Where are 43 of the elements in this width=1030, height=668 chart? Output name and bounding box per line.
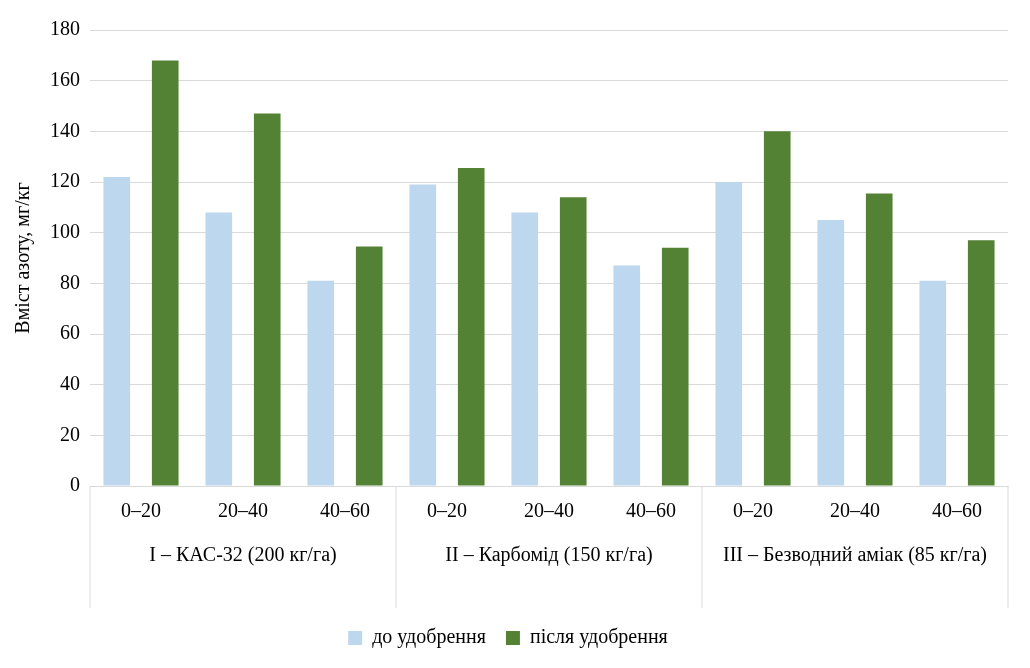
x-tick-label: 0–20	[733, 499, 773, 522]
bar	[103, 176, 131, 486]
y-tick-label: 180	[50, 17, 80, 40]
bar	[307, 280, 335, 486]
y-tick-label: 120	[50, 169, 80, 192]
bar	[967, 240, 995, 486]
bar	[457, 168, 485, 486]
y-axis-title: Вміст азоту, мг/кг	[11, 182, 35, 334]
y-tick-label: 60	[60, 321, 80, 344]
text: I – КАС-32 (200 кг/га)	[149, 543, 337, 567]
bar	[715, 182, 743, 486]
bar	[511, 212, 539, 486]
bar	[661, 247, 689, 486]
y-tick-label: 40	[60, 371, 80, 394]
bar	[919, 280, 947, 486]
y-tick-label: 160	[50, 67, 80, 90]
bar	[409, 184, 437, 486]
text: III – Безводний аміак (85 кг/га)	[722, 543, 988, 567]
x-tick-label: 40–60	[932, 499, 982, 522]
x-tick-label: 20–40	[524, 499, 574, 522]
bar	[151, 60, 179, 486]
text: II – Карбомід (150 кг/га)	[445, 543, 653, 567]
bar	[763, 131, 791, 486]
x-tick-label: 0–20	[427, 499, 467, 522]
x-tick-label: 0–20	[121, 499, 161, 522]
x-tick-label: 20–40	[830, 499, 880, 522]
y-tick-label: 100	[50, 219, 80, 242]
bar	[253, 113, 281, 486]
legend-label: після удобрення	[529, 625, 668, 649]
bar	[865, 193, 893, 486]
y-tick-label: 20	[60, 422, 80, 445]
y-tick-label: 140	[50, 118, 80, 141]
x-tick-label: 40–60	[320, 499, 370, 522]
legend-label: до удобрення	[372, 625, 486, 649]
bar	[817, 220, 845, 486]
bar	[205, 212, 233, 486]
x-tick-label: 40–60	[626, 499, 676, 522]
y-tick-label: 0	[70, 473, 80, 496]
bar	[559, 197, 587, 486]
bar	[613, 265, 641, 486]
bar	[355, 246, 383, 486]
x-tick-label: 20–40	[218, 499, 268, 522]
y-tick-label: 80	[60, 270, 80, 293]
